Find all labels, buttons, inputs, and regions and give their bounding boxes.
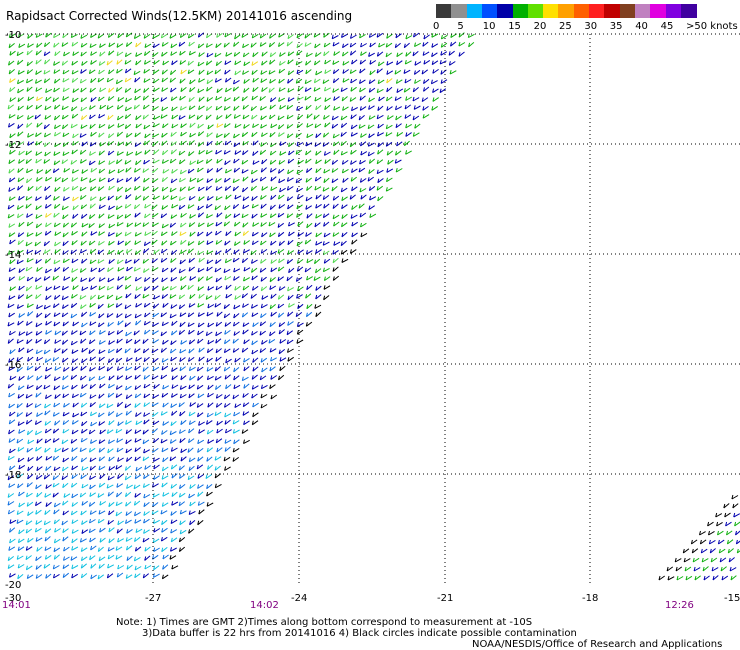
wind-barbs-navy [7, 32, 740, 581]
legend-label: 15 [508, 21, 521, 32]
legend-label: 40 [635, 21, 648, 32]
legend-label: 20 [533, 21, 547, 32]
legend-swatch [619, 4, 636, 18]
lon-label: -27 [145, 593, 161, 604]
pass-time-label: 14:01 [2, 600, 31, 611]
legend-swatch [497, 4, 513, 18]
wind-barbs-black [161, 232, 739, 581]
footnote-line-1: Note: 1) Times are GMT 2)Times along bot… [116, 617, 533, 628]
legend-swatch [650, 4, 666, 18]
axis-labels: -10 -12 -14 -16 -18 -20 -30 -27 -24 -21 -18 -15 14:0… [2, 30, 740, 611]
wind-barbs-yellow [9, 42, 393, 237]
lat-label: -16 [5, 360, 21, 371]
lat-label: -10 [5, 30, 21, 41]
lon-label: -18 [582, 593, 598, 604]
legend-swatch [527, 4, 544, 18]
lat-label: -14 [5, 250, 21, 261]
wind-barbs-light [7, 32, 339, 310]
wind-barbs [7, 32, 740, 581]
legend-swatch [604, 4, 621, 18]
legend-swatch [512, 4, 529, 18]
footnote-credit: NOAA/NESDIS/Office of Research and Appli… [472, 639, 723, 650]
legend-swatch [589, 4, 605, 18]
lon-label: -15 [724, 593, 740, 604]
legend-label: 30 [584, 21, 598, 32]
lon-label: -30 [5, 593, 21, 604]
lat-label: -18 [5, 470, 21, 481]
legend-swatch [466, 4, 483, 18]
footnote-line-2: 3)Data buffer is 22 hrs from 20141016 4)… [142, 628, 577, 639]
legend-label: 10 [482, 21, 496, 32]
pass-time-label: 12:26 [665, 600, 694, 611]
legend-label: 5 [457, 21, 464, 32]
map-title: Rapidsact Corrected Winds(12.5KM) 201410… [6, 9, 353, 23]
legend-swatch [481, 4, 498, 18]
legend-swatch [665, 4, 682, 18]
legend-swatch [634, 4, 651, 18]
lat-lon-grid [7, 33, 740, 586]
legend-swatch [451, 4, 468, 18]
legend-color-bar [436, 4, 697, 18]
legend-swatch [680, 4, 697, 18]
legend-label: >50 knots [686, 21, 738, 32]
lon-label: -21 [437, 593, 453, 604]
legend-swatch [558, 4, 575, 18]
lon-label: -24 [291, 593, 307, 604]
legend-label: 35 [609, 21, 623, 32]
legend-swatch [543, 4, 559, 18]
wind-barbs-mid [7, 311, 313, 580]
lat-label: -12 [5, 140, 21, 151]
pass-time-label: 14:02 [250, 600, 279, 611]
legend-swatch [573, 4, 590, 18]
lat-label: -20 [5, 580, 21, 591]
legend-label: 45 [660, 21, 674, 32]
legend-swatch [436, 4, 452, 18]
legend-label: 25 [559, 21, 572, 32]
legend-label: 0 [433, 21, 440, 32]
wind-barbs-cyan [7, 402, 240, 580]
wind-barbs-green [7, 32, 740, 581]
